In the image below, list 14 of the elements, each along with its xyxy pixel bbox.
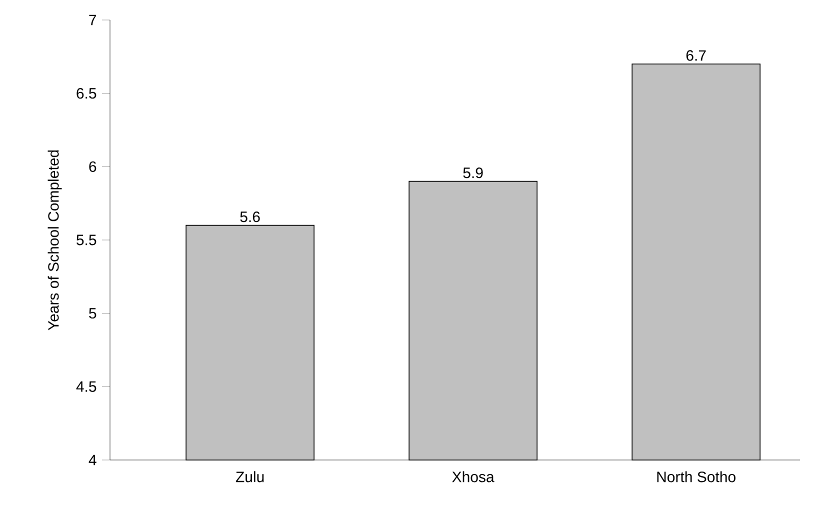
y-tick-label: 5.5 <box>76 234 96 246</box>
data-label: 6.7 <box>686 50 706 61</box>
data-label: 5.9 <box>463 168 483 178</box>
y-tick-label: 7 <box>89 14 96 26</box>
x-tick-label: Zulu <box>236 471 264 482</box>
x-tick-label: North Sotho <box>657 471 736 482</box>
y-axis-title: Years of School Completed <box>48 150 62 330</box>
y-tick-label: 6.5 <box>76 88 96 99</box>
data-label: 5.6 <box>240 212 260 222</box>
y-tick-label: 4.5 <box>76 381 96 392</box>
y-tick-label: 6 <box>89 161 96 172</box>
x-tick-label: Xhosa <box>452 471 494 482</box>
y-tick-label: 5 <box>89 308 96 319</box>
y-tick-label: 4 <box>88 454 96 466</box>
